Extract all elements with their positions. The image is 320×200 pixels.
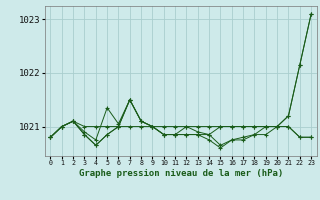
X-axis label: Graphe pression niveau de la mer (hPa): Graphe pression niveau de la mer (hPa) [79,169,283,178]
